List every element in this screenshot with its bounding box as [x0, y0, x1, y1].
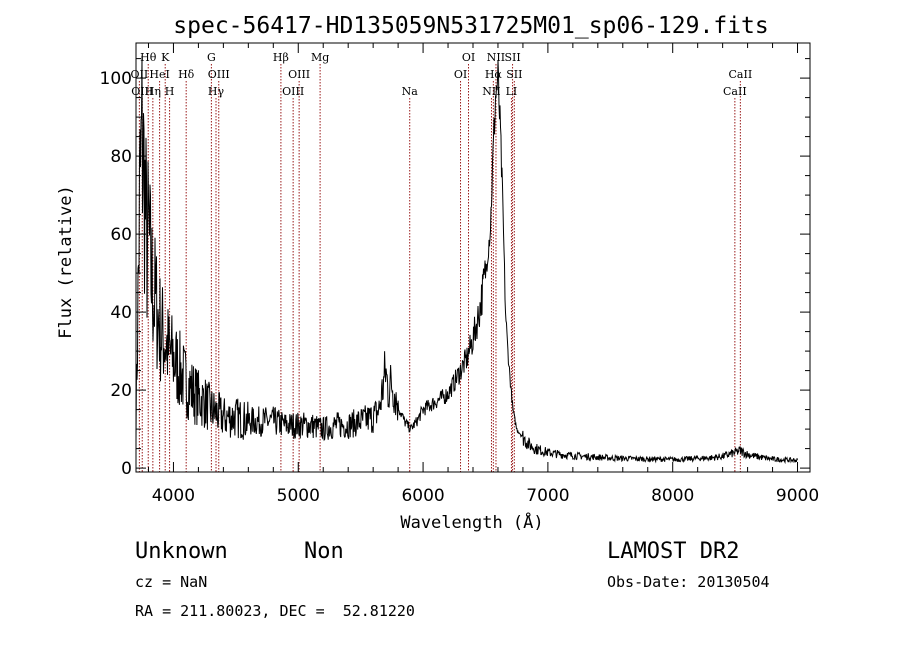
spectrum-series — [135, 55, 798, 465]
line-marker-label: OIII — [208, 68, 230, 81]
line-marker-label: K — [161, 51, 170, 64]
line-marker-label: H — [165, 85, 175, 98]
line-marker-label: CaII — [729, 68, 753, 81]
y-axis-label: Flux (relative) — [56, 185, 76, 339]
redshift-readout: cz = NaN — [135, 573, 208, 591]
x-tick-label: 6000 — [401, 486, 444, 506]
line-marker-label: Hγ — [208, 85, 225, 98]
line-marker-label: Hβ — [273, 51, 289, 64]
line-marker-label: NII — [487, 51, 505, 64]
line-marker-label: OI — [454, 68, 467, 81]
line-marker-label: G — [207, 51, 216, 64]
x-axis-label: Wavelength (Å) — [400, 511, 543, 533]
object-class: Unknown — [135, 539, 228, 564]
y-tick-label: 60 — [110, 225, 132, 245]
line-marker-label: HeI — [149, 68, 169, 81]
line-marker-label: Hα — [485, 68, 503, 81]
survey-name: LAMOST DR2 — [607, 539, 740, 564]
y-tick-label: 0 — [121, 459, 132, 479]
x-tick-label: 7000 — [526, 486, 569, 506]
line-marker-label: CaII — [723, 85, 747, 98]
y-tick-label: 80 — [110, 147, 132, 167]
line-marker-label: Hδ — [178, 68, 195, 81]
line-marker-label: SII — [504, 51, 520, 64]
x-tick-label: 8000 — [651, 486, 694, 506]
coordinates-readout: RA = 211.80023, DEC = 52.81220 — [135, 602, 415, 620]
x-tick-label: 4000 — [152, 486, 195, 506]
line-marker-label: Mg — [311, 51, 329, 64]
line-marker-label: OIII — [288, 68, 310, 81]
x-tick-label: 9000 — [776, 486, 819, 506]
observation-date: Obs-Date: 20130504 — [607, 573, 770, 591]
line-marker-label: NII — [482, 85, 500, 98]
x-axis: 4000 5000 6000 7000 8000 9000 — [147, 43, 819, 506]
line-marker-label: OII — [131, 68, 149, 81]
y-tick-label: 100 — [100, 69, 132, 89]
line-marker-label: Hη — [145, 85, 161, 98]
spectrum-line — [135, 55, 798, 465]
line-marker-label: Na — [402, 85, 419, 98]
line-marker-label: LI — [506, 85, 518, 98]
line-marker-label: OIII — [282, 85, 304, 98]
y-axis: 0 20 40 60 80 100 — [100, 58, 810, 479]
line-marker-label: SII — [506, 68, 522, 81]
line-marker-label: Hθ — [140, 51, 157, 64]
y-tick-label: 40 — [110, 303, 132, 323]
x-tick-label: 5000 — [277, 486, 320, 506]
line-marker-label: OI — [462, 51, 475, 64]
object-subclass: Non — [304, 539, 344, 564]
y-tick-label: 20 — [110, 381, 132, 401]
chart-title: spec-56417-HD135059N531725M01_sp06-129.f… — [173, 13, 768, 39]
